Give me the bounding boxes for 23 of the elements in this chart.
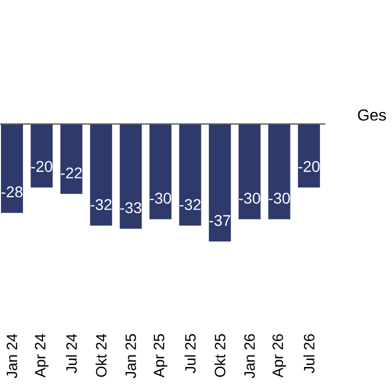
x-tick-label: Okt 25 — [214, 334, 226, 377]
x-tick-label: Jan 25 — [125, 334, 136, 378]
data-label: -33 — [120, 202, 142, 214]
text: Ges — [358, 109, 386, 121]
data-label: -22 — [60, 167, 82, 178]
data-label: -37 — [209, 215, 230, 226]
data-label: -32 — [180, 199, 201, 210]
x-tick-label: Jan 26 — [244, 334, 255, 378]
data-label: -20 — [298, 161, 320, 172]
x-tick-label: Jan 24 — [6, 334, 18, 378]
x-tick-label: Okt 24 — [96, 334, 107, 377]
x-tick-label: Apr 26 — [272, 334, 286, 378]
x-tick-label: Jul 24 — [66, 334, 77, 374]
x-tick-label: Apr 24 — [34, 334, 48, 378]
data-label: -30 — [268, 192, 290, 204]
data-label: -30 — [150, 192, 172, 204]
data-label: -20 — [31, 161, 52, 172]
x-tick-label: Apr 25 — [154, 334, 168, 378]
data-label: -30 — [239, 192, 260, 204]
x-tick-label: Jul 25 — [184, 334, 196, 374]
data-label: -32 — [90, 199, 112, 210]
data-label: -28 — [2, 186, 22, 198]
x-tick-label: Jul 26 — [303, 334, 314, 374]
